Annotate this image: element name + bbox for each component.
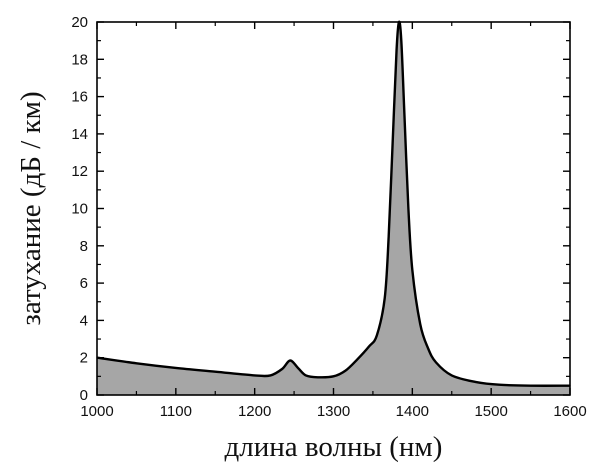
data-point-0-1	[135, 362, 138, 364]
data-point-0-11	[332, 375, 335, 377]
data-point-0-9	[305, 374, 307, 377]
data-point-0-30	[498, 384, 500, 386]
y-tick-label-12: 12	[71, 163, 88, 180]
x-tick-label-1300: 1300	[317, 403, 350, 420]
x-tick-label-1600: 1600	[553, 403, 586, 420]
plot-frame	[96, 21, 571, 396]
y-tick-label-8: 8	[80, 238, 88, 255]
y-tick-label-18: 18	[71, 51, 88, 68]
data-point-0-26	[427, 347, 429, 349]
data-point-0-16	[384, 297, 386, 299]
x-tick-label-1400: 1400	[396, 403, 429, 420]
axes	[96, 21, 571, 396]
x-tick-label-1500: 1500	[474, 403, 507, 420]
data-point-0-2	[175, 367, 177, 369]
data-point-0-5	[269, 374, 272, 377]
x-tick-label-1100: 1100	[160, 403, 192, 420]
data-point-0-28	[451, 374, 453, 377]
data-point-0-12	[344, 370, 346, 372]
attenuation-area-0	[97, 21, 570, 396]
y-tick-label-6: 6	[80, 275, 88, 292]
tick-labels: 1000 1100 1200 1300 1400 1500 1600 0 2 4 6 8 10 12 14 1…	[71, 14, 586, 420]
data-point-0-15	[376, 334, 378, 336]
x-tick-label-1200: 1200	[238, 403, 271, 420]
y-tick-label-2: 2	[80, 350, 88, 367]
data-point-0-8	[297, 367, 299, 369]
y-tick-label-20: 20	[71, 14, 88, 31]
data-point-0-3	[214, 371, 216, 373]
y-axis-title: затухание (дБ / км)	[15, 91, 47, 325]
data-point-0-10	[317, 376, 319, 378]
data-point-0-31	[529, 385, 532, 387]
y-tick-label-10: 10	[71, 201, 88, 218]
data-point-0-19	[395, 49, 398, 51]
data-point-0-25	[419, 323, 421, 325]
data-point-0-6	[281, 368, 283, 370]
x-tick-label-1000: 1000	[80, 403, 113, 420]
data-point-0-18	[392, 142, 394, 144]
data-point-0-13	[356, 358, 358, 361]
data-point-0-23	[407, 207, 409, 210]
y-tick-label-16: 16	[71, 89, 88, 106]
data-point-0-21	[400, 40, 402, 42]
x-axis-title: длина волны (нм)	[225, 431, 443, 463]
data-point-0-4	[254, 374, 256, 377]
plot-area	[96, 20, 571, 396]
data-point-0-14	[368, 345, 370, 348]
data-point-0-17	[388, 235, 390, 238]
y-tick-label-0: 0	[80, 387, 88, 404]
data-point-0-24	[411, 269, 413, 271]
data-point-0-29	[474, 381, 476, 383]
attenuation-line-0	[96, 20, 571, 387]
data-point-0-22	[403, 114, 406, 116]
y-tick-label-14: 14	[71, 126, 88, 143]
data-point-0-7	[289, 359, 291, 362]
data-point-0-27	[435, 361, 437, 363]
y-tick-label-4: 4	[80, 312, 88, 329]
